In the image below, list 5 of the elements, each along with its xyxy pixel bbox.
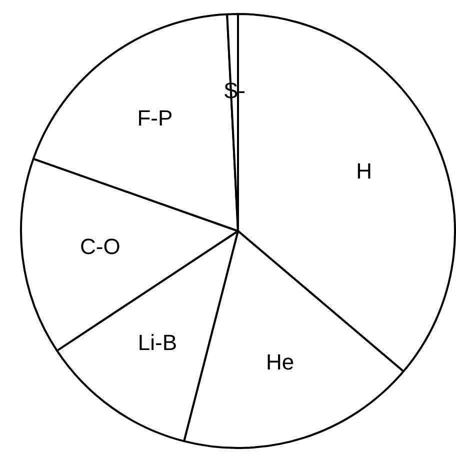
slice-label: Li-B <box>138 330 177 356</box>
slice-label: C-O <box>80 234 120 260</box>
slice-label: He <box>266 349 294 374</box>
slice-label: F-P <box>137 106 173 131</box>
slice-label: H <box>356 158 372 184</box>
